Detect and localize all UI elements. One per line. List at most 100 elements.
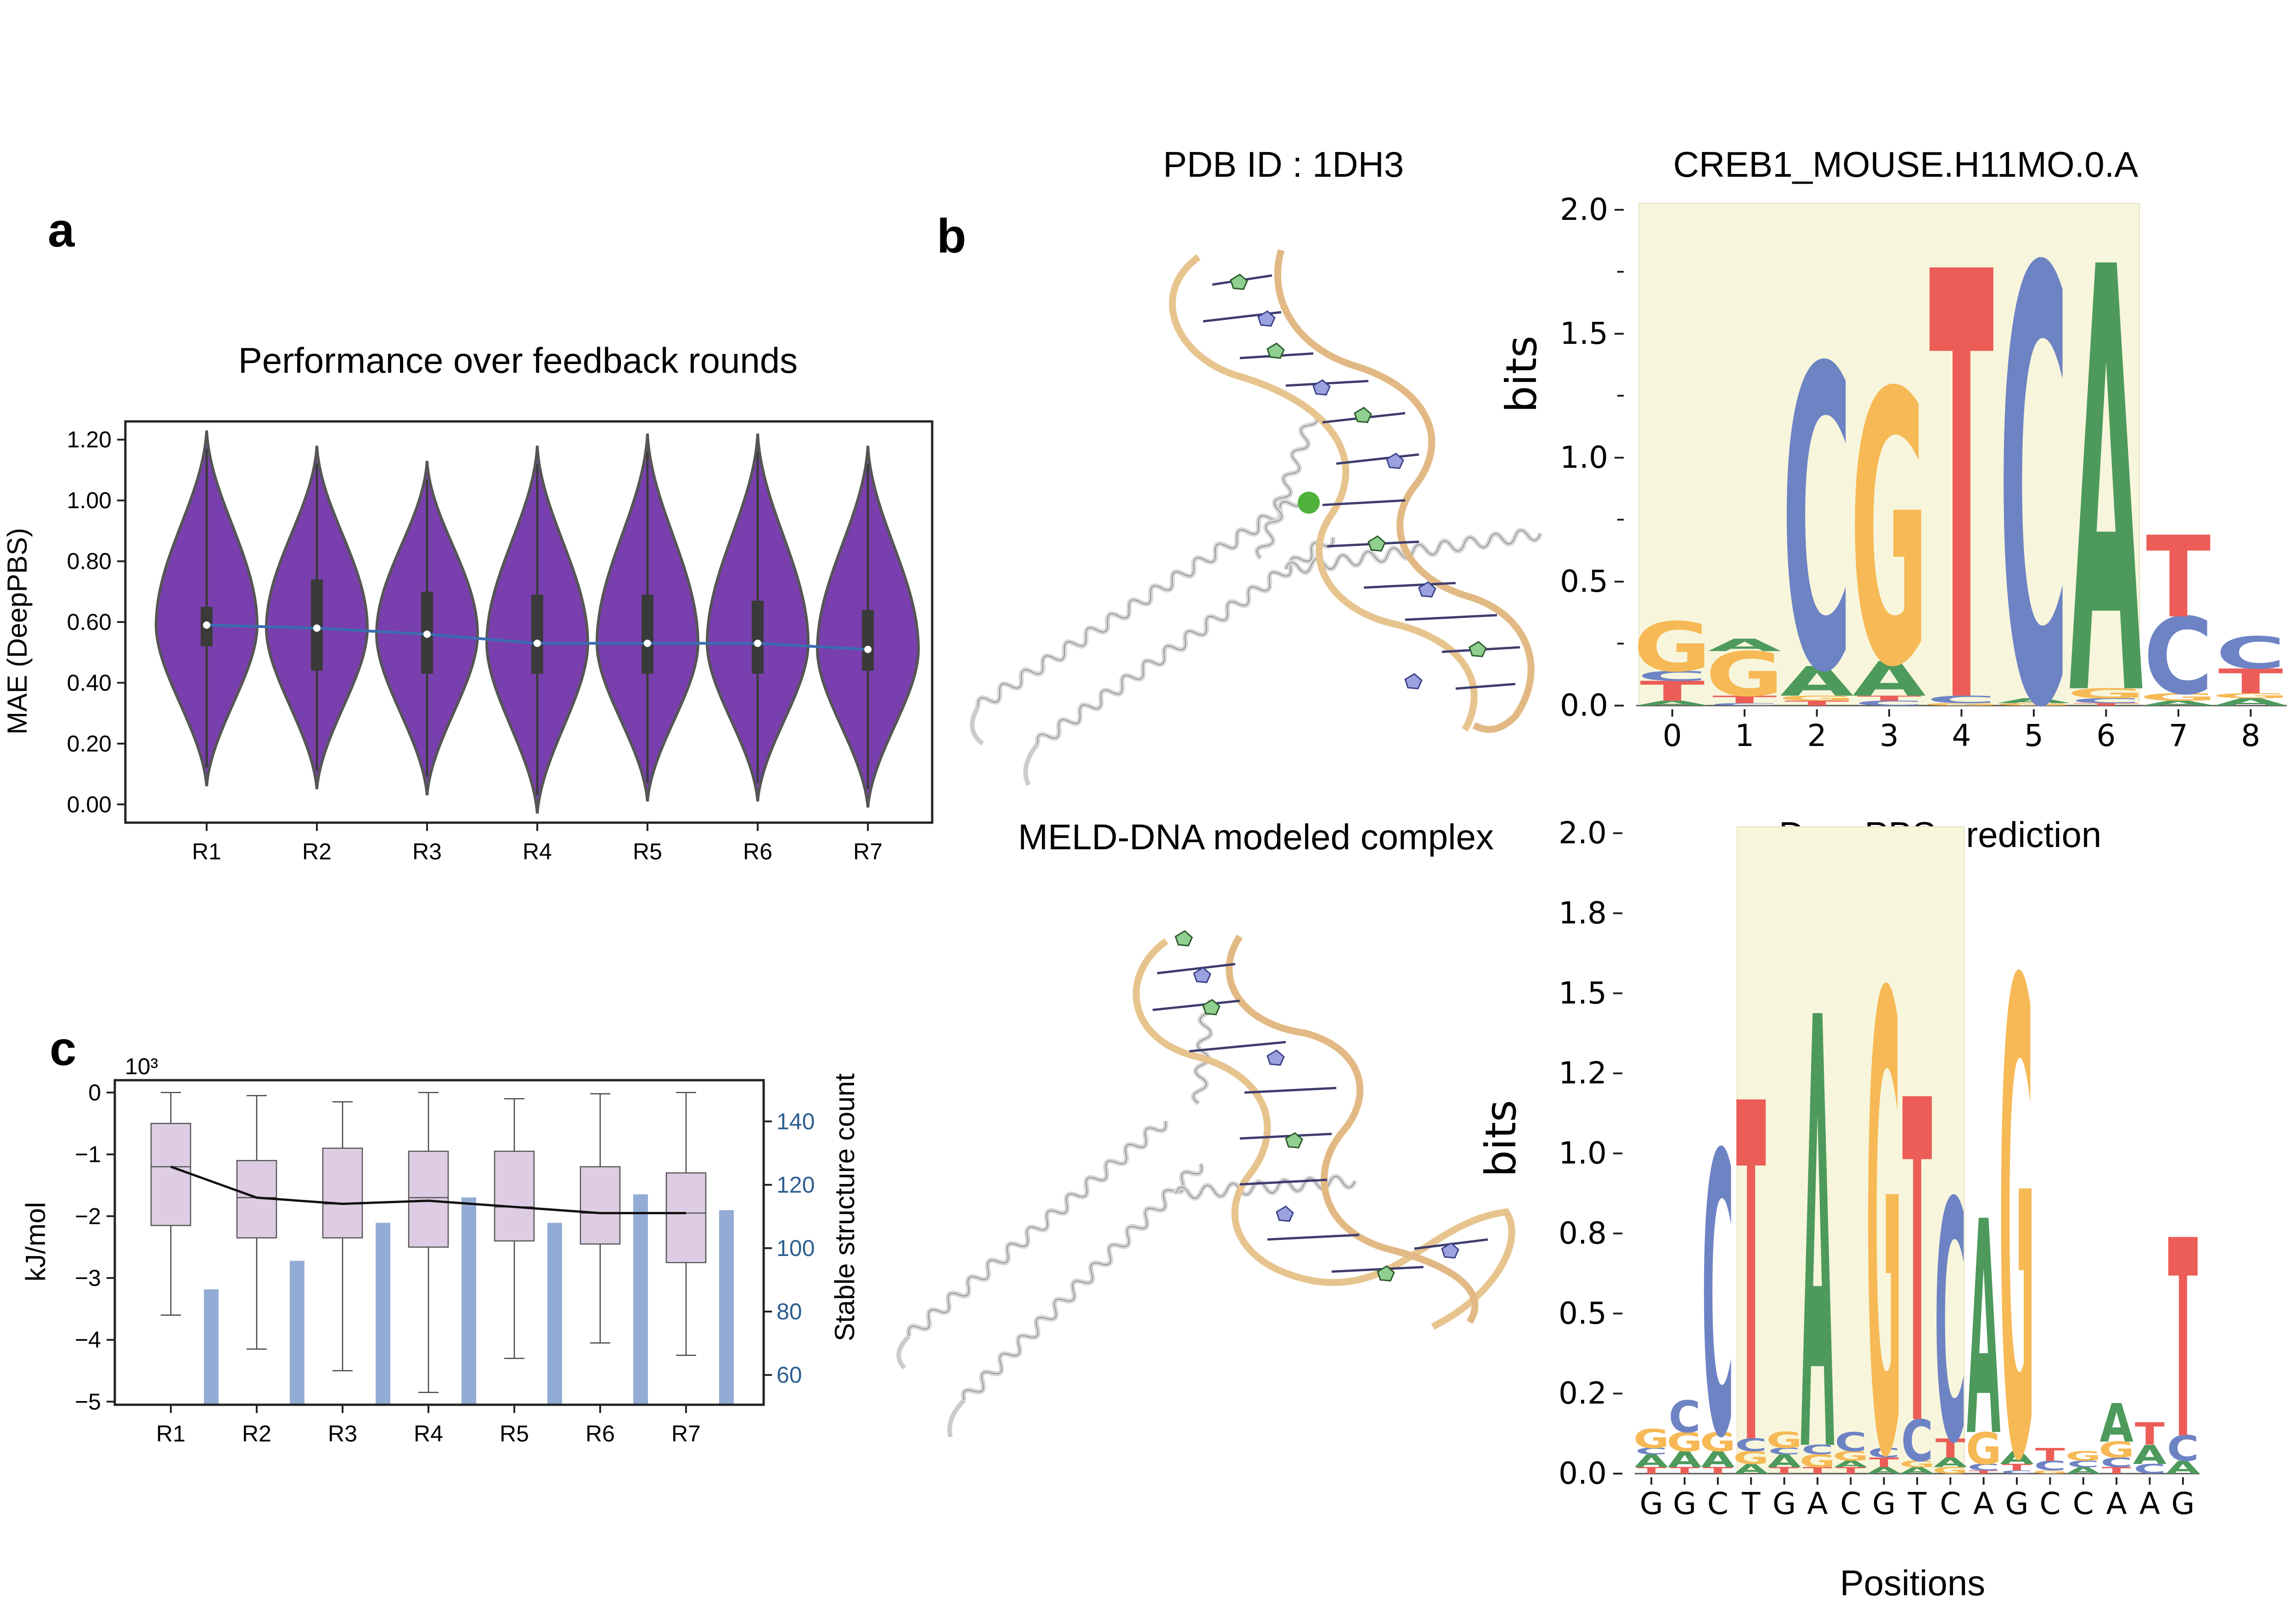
logo-x-tick-label: A [2139, 1486, 2160, 1521]
logo-letter-C: C [2134, 1461, 2166, 1476]
chart-c-y2-axis-label: Stable structure count [829, 1073, 860, 1341]
median-marker [423, 630, 431, 638]
count-bar [719, 1210, 734, 1405]
median-marker [313, 624, 321, 632]
logo-x-tick-label: A [2106, 1486, 2127, 1521]
logo-letter-T: T [1869, 1455, 1899, 1470]
logo-letter-C: C [1669, 1392, 1701, 1442]
chart-c-y-tick-label: 0 [88, 1080, 101, 1105]
logo-letter-G: G [2067, 685, 2145, 701]
count-bar [204, 1289, 219, 1405]
logo-x-tick-label: C [1707, 1486, 1728, 1521]
violin-iqr-box [752, 600, 764, 674]
logo-letter-C: C [1901, 1408, 1933, 1475]
meld-dna-modeled-complex [896, 930, 1515, 1438]
median-marker [534, 639, 541, 647]
logo-letter-C: C [1801, 1442, 1834, 1458]
logo-x-tick-label: 5 [2024, 718, 2043, 753]
logo-letter-A: A [1900, 1465, 1934, 1475]
chart-a-x-tick-label: R1 [192, 839, 221, 864]
logo-letter-G: G [2212, 692, 2290, 700]
logo-x-tick-label: 4 [1952, 718, 1971, 753]
chart-a-x-tick-label: R2 [302, 839, 332, 864]
logo-letter-A: A [1734, 1461, 1768, 1476]
logo-letter-A: A [1867, 1465, 1901, 1475]
logo-highlight-region [1638, 203, 2140, 706]
logo-letter-C: C [1735, 1435, 1767, 1455]
logo-letter-T: T [1769, 1465, 1799, 1475]
box [322, 1147, 363, 1239]
logo-letter-C: C [1635, 1447, 1667, 1457]
logo-y-tick-label: 0.2 [1559, 1376, 1607, 1411]
logo-letter-T: T [2146, 513, 2211, 643]
logo-letter-C: C [2100, 1455, 2133, 1470]
logo-y-tick-label: 0.5 [1560, 564, 1608, 599]
chart-c-y2-tick-label: 120 [777, 1172, 815, 1198]
protein-dna-structure-1dh3 [970, 249, 1541, 786]
logo-letter-G: G [1767, 1428, 1802, 1453]
logo-y-tick-label: 1.8 [1559, 895, 1607, 931]
logo-letter-T: T [1712, 694, 1777, 706]
chart-a-y-tick-label: 0.60 [67, 609, 112, 635]
logo-letter-C: C [2071, 697, 2141, 705]
logo-letter-G: G [1833, 1449, 1868, 1464]
logo-letter-G: G [1866, 866, 1902, 1596]
logo-letter-T: T [2102, 1465, 2132, 1475]
box [408, 1150, 449, 1248]
median-marker [864, 645, 872, 653]
count-bar [633, 1194, 648, 1405]
chart-a-y-tick-label: 0.40 [67, 670, 112, 695]
logo-letter-A: A [2166, 1458, 2200, 1478]
logo-letter-A: A [1852, 651, 1926, 707]
chart-c-y-axis-label: kJ/mol [20, 1202, 51, 1281]
chart-a-frame [124, 420, 934, 824]
logo-letter-C: C [1782, 282, 1852, 764]
chart-c-y2-tick-label: 140 [777, 1109, 815, 1134]
logo-y-tick-label: 2.0 [1560, 192, 1608, 227]
logo-letter-T: T [2135, 1417, 2165, 1452]
logo-x-tick-label: G [1640, 1486, 1663, 1521]
logo-top-y-axis-label: bits [1497, 336, 1546, 413]
chart-c-x-tick-label: R4 [414, 1421, 443, 1447]
logo-letter-C: C [1702, 1075, 1734, 1524]
logo-letter-G: G [2065, 1449, 2101, 1464]
logo-letter-T: T [2035, 1445, 2065, 1465]
logo-y-tick-label: 1.5 [1559, 976, 1607, 1011]
logo-letter-A: A [1708, 635, 1781, 655]
logo-letter-G: G [1633, 1424, 1669, 1454]
chart-a-y-tick-label: 1.20 [67, 427, 112, 453]
logo-letter-T: T [1969, 1469, 1998, 1475]
chart-c-x-tick-label: R2 [242, 1421, 271, 1447]
logo-letter-C: C [1638, 668, 1707, 684]
sequence-logo-bottom: DeepPBS prediction bits Positions 0.00.2… [1476, 814, 2200, 1605]
count-bar [461, 1197, 476, 1405]
chart-c-y2-tick-label: 80 [777, 1299, 802, 1324]
panel-label-c: c [50, 1022, 76, 1076]
logo-letter-A: A [1934, 1455, 1968, 1470]
logo-letter-A: A [2099, 1393, 2133, 1454]
logo-letter-C: C [1868, 1446, 1900, 1461]
logo-y-tick-label: 0.0 [1560, 688, 1608, 723]
logo-letter-A: A [1701, 1447, 1735, 1473]
logo-x-tick-label: G [1773, 1486, 1796, 1521]
logo-letter-T: T [1857, 694, 1921, 702]
logo-letter-T: T [1640, 675, 1705, 707]
logo-letter-G: G [1705, 639, 1784, 710]
logo-letter-C: C [2034, 1458, 2066, 1473]
chart-a-y-tick-label: 1.00 [67, 488, 112, 513]
logo-y-tick-label: 1.2 [1559, 1055, 1607, 1091]
logo-letter-C: C [2167, 1429, 2199, 1469]
logo-highlight-region [1737, 826, 1965, 1474]
logo-letter-G: G [1633, 608, 1711, 687]
logo-x-tick-label: 2 [1807, 718, 1827, 753]
chart-a-x-tick-label: R5 [633, 839, 662, 864]
logo-letter-C: C [1835, 1427, 1867, 1458]
logo-x-tick-label: G [2171, 1486, 2195, 1521]
chart-c-y-tick-label: −1 [75, 1142, 101, 1167]
logo-letter-C: C [2067, 1459, 2099, 1469]
logo-letter-G: G [1995, 702, 2073, 707]
logo-y-tick-label: 1.0 [1559, 1136, 1607, 1171]
logo-letter-G: G [1923, 702, 2001, 707]
logo-bottom-y-axis-label: bits [1476, 1100, 1525, 1177]
logo-x-tick-label: 3 [1880, 718, 1899, 753]
